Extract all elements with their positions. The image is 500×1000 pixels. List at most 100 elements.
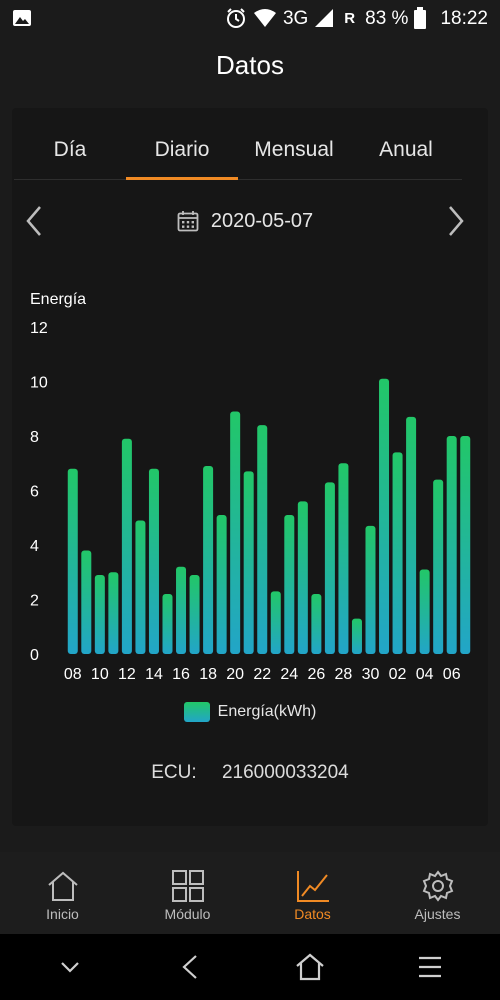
bar [406,416,417,654]
bottom-navigation: Inicio Módulo Datos [0,852,500,934]
network-type: 3G [282,7,309,29]
y-tick-label: 0 [30,647,39,664]
bar [365,525,376,654]
x-tick-label: 14 [145,666,163,683]
home-button[interactable] [280,937,340,997]
nav-label-inicio: Inicio [46,906,79,922]
bar [433,479,444,654]
collapse-button[interactable] [40,937,100,997]
gallery-notification-icon [13,10,31,26]
bar [338,463,349,654]
nav-label-datos: Datos [294,906,331,922]
chart-icon [296,871,329,902]
x-tick-label: 12 [118,666,136,683]
bar [135,520,146,654]
bar [419,569,430,654]
bar [311,594,322,654]
grid-icon [171,870,204,902]
home-icon [47,871,78,901]
legend-swatch [183,702,210,722]
bar [108,572,119,654]
nav-datos[interactable]: Datos [250,852,375,934]
calendar-icon [177,211,199,232]
x-tick-label: 30 [362,666,380,683]
nav-inicio[interactable]: Inicio [0,852,125,934]
bar [81,550,92,654]
date-picker[interactable]: 2020-05-07 [177,210,313,233]
ecu-id: 216000033204 [221,762,349,783]
clock: 18:22 [440,7,488,29]
signal-icon [315,9,334,27]
bar [460,436,471,654]
bar [392,452,403,654]
roaming-indicator: R [344,9,356,27]
bar [230,411,241,654]
date-navigator: 2020-05-07 [14,196,476,246]
bar [270,591,281,654]
next-date-button[interactable] [436,196,476,246]
x-tick-label: 22 [253,666,271,683]
bar [297,501,308,654]
x-tick-label: 04 [416,666,434,683]
bar [379,378,390,654]
bar [121,438,132,654]
status-bar: 3G R 83 % 18:22 [0,0,500,36]
gear-icon [422,870,453,902]
bar [94,574,105,654]
x-tick-label: 16 [172,666,190,683]
nav-modulo[interactable]: Módulo [125,852,250,934]
y-tick-label: 2 [30,593,39,610]
bar [189,574,200,654]
y-tick-label: 10 [30,375,48,392]
x-tick-label: 20 [226,666,244,683]
battery-icon [414,7,427,29]
bar [284,515,295,654]
chevron-down-icon [61,962,79,973]
nav-label-ajustes: Ajustes [414,906,461,922]
x-tick-label: 24 [280,666,298,683]
energy-chart: Energía 0 2 4 6 8 10 12 08 10 12 14 16 18 20 22 24 26 28 30… [12,280,488,730]
x-tick-label: 10 [91,666,109,683]
page-title: Datos [216,50,284,80]
bar [162,594,173,654]
x-tick-label: 02 [389,666,407,683]
chevron-right-icon [449,206,464,236]
chevron-left-icon [26,206,41,236]
legend-label: Energía(kWh) [217,703,317,720]
x-tick-label: 26 [307,666,325,683]
bar [216,515,227,654]
bar [324,482,335,654]
wifi-icon [253,9,276,27]
y-axis-title: Energía [30,291,86,308]
bar [243,471,254,654]
bar [351,618,362,654]
x-tick-label: 08 [64,666,82,683]
x-tick-label: 28 [335,666,353,683]
chart-legend: Energía(kWh) [0,702,500,722]
battery-percent: 83 % [365,7,409,29]
previous-date-button[interactable] [14,196,54,246]
x-tick-label: 06 [443,666,461,683]
selected-date: 2020-05-07 [210,209,314,232]
y-tick-label: 6 [30,484,39,501]
menu-button[interactable] [400,937,460,997]
system-navigation [0,934,500,1000]
bar [176,566,187,654]
tab-dia[interactable]: Día [53,138,87,161]
x-tick-label: 18 [199,666,217,683]
y-tick-label: 4 [30,538,39,555]
alarm-icon [226,8,245,28]
y-tick-label: 12 [30,320,48,337]
bar [67,468,78,654]
tab-mensual[interactable]: Mensual [254,138,334,161]
tab-anual[interactable]: Anual [379,138,433,161]
nav-ajustes[interactable]: Ajustes [375,852,500,934]
back-icon [182,955,197,979]
bar [148,468,159,654]
y-tick-label: 8 [30,429,39,446]
back-button[interactable] [160,937,220,997]
period-tabs: Día Diario Mensual Anual [14,122,462,180]
tab-diario[interactable]: Diario [126,122,238,180]
